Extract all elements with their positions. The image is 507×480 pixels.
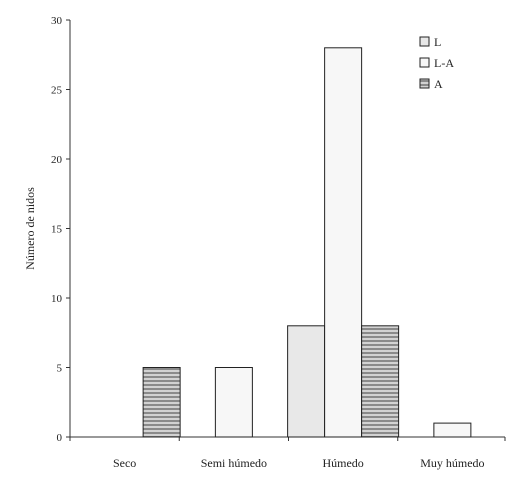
legend-label: L	[434, 35, 441, 49]
bars	[142, 47, 472, 438]
axes: 0 5 10 15 20 25 30 Número de nidos Seco Semi húme…	[23, 15, 506, 470]
y-axis-label: Número de nidos	[23, 187, 37, 270]
y-tick-label: 25	[51, 85, 63, 97]
x-tick-label: Seco	[113, 456, 136, 470]
y-tick-label: 10	[51, 293, 63, 305]
y-tick-label: 15	[51, 224, 63, 236]
bar-a-seco	[142, 367, 181, 438]
y-tick-label: 20	[51, 154, 63, 166]
legend-label: L-A	[434, 56, 454, 70]
y-tick-label: 0	[57, 432, 63, 444]
legend-swatch	[419, 57, 430, 68]
x-tick-label: Semi húmedo	[201, 456, 267, 470]
x-tick-label: Húmedo	[322, 456, 363, 470]
legend-swatch	[419, 78, 430, 89]
legend: L L-A A	[419, 35, 454, 91]
bar-l-a-muy-húmedo	[433, 422, 472, 438]
legend-swatch	[419, 36, 430, 47]
bar-l-a-semi-húmedo	[214, 367, 253, 438]
x-tick-label: Muy húmedo	[420, 456, 484, 470]
y-tick-label: 30	[51, 15, 63, 27]
legend-label: A	[434, 77, 443, 91]
y-tick-label: 5	[57, 363, 63, 375]
bar-l-húmedo	[287, 325, 326, 438]
bar-l-a-húmedo	[324, 47, 363, 438]
bar-a-húmedo	[361, 325, 400, 438]
